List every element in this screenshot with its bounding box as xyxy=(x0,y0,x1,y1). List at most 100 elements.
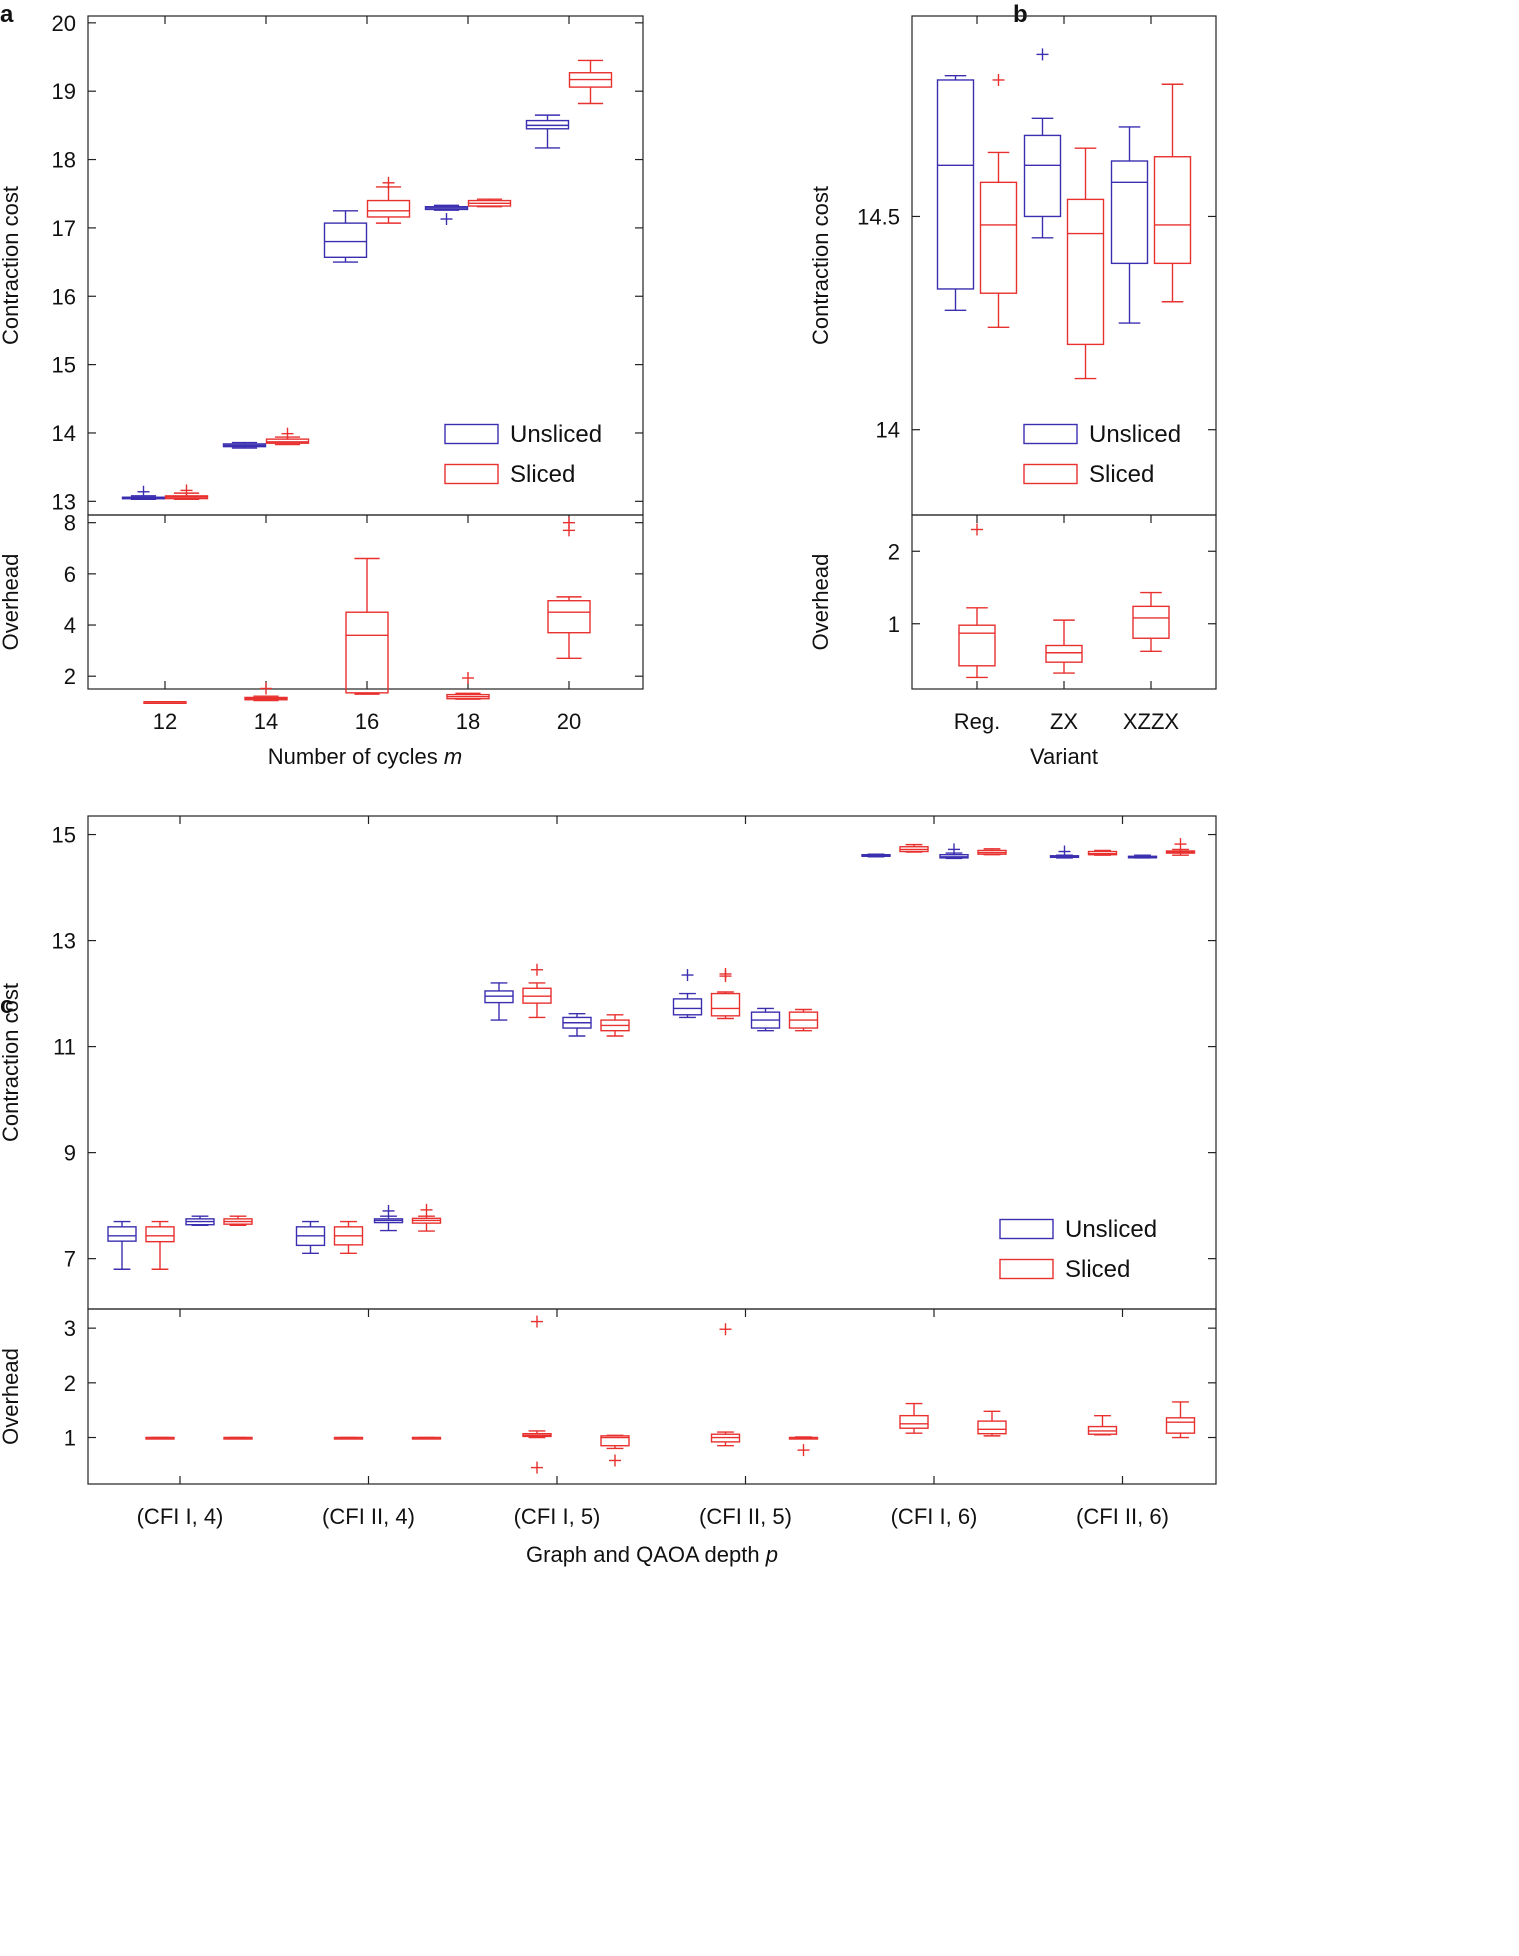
xlabel: Variant xyxy=(1030,744,1098,769)
box xyxy=(958,624,996,667)
xtick-label: 14 xyxy=(254,709,278,734)
box xyxy=(323,222,368,258)
xtick-label: (CFI I, 5) xyxy=(514,1504,601,1529)
legend-swatch-unsliced xyxy=(999,1218,1054,1240)
bottom-sliced-box xyxy=(345,557,389,695)
bottom-axes-frame xyxy=(87,514,644,690)
outlier-marker xyxy=(137,485,150,498)
legend-label-sliced: Sliced xyxy=(510,461,575,488)
top-ytick-label: 14 xyxy=(876,418,900,443)
bottom-sliced-box xyxy=(547,516,591,659)
bottom-ytick-label: 2 xyxy=(64,664,76,689)
outlier-marker xyxy=(531,1461,543,1474)
bottom-sliced-box xyxy=(788,1436,819,1457)
top-unsliced-box xyxy=(295,1220,326,1255)
top-ylabel: Contraction cost xyxy=(0,983,23,1142)
top-unsliced-box xyxy=(1049,845,1080,859)
bottom-ylabel: Overhead xyxy=(0,1348,23,1445)
top-sliced-box xyxy=(1087,849,1118,856)
panel-a-letter: a xyxy=(0,1,14,28)
xtick-label: 16 xyxy=(355,709,379,734)
top-sliced-box xyxy=(522,963,552,1019)
panel-b: b 14 14.5 Contraction cost 1 2 Overhead Reg. ZX… xyxy=(808,1,1217,769)
xtick-label: 18 xyxy=(456,709,480,734)
top-ytick-label: 11 xyxy=(53,1035,76,1060)
xtick-label: Reg. xyxy=(954,709,1000,734)
top-unsliced-box xyxy=(936,75,975,311)
top-ytick-label: 15 xyxy=(52,353,76,378)
bottom-sliced-box xyxy=(1087,1414,1118,1436)
bottom-sliced-box xyxy=(710,1323,741,1447)
top-unsliced-box xyxy=(107,1220,137,1270)
panel-c-letter: c xyxy=(0,992,13,1019)
legend-swatch-sliced xyxy=(444,463,499,485)
top-ytick-label: 15 xyxy=(52,823,76,848)
outlier-marker xyxy=(531,1315,543,1328)
top-unsliced-box xyxy=(1127,854,1158,859)
outlier-marker xyxy=(382,176,395,189)
box xyxy=(1153,156,1192,265)
top-sliced-box xyxy=(788,1008,819,1032)
outlier-marker xyxy=(971,523,983,536)
box xyxy=(710,992,741,1017)
top-unsliced-box xyxy=(121,485,166,500)
box xyxy=(547,600,591,634)
box xyxy=(107,1226,137,1242)
outlier-marker xyxy=(797,1444,810,1457)
top-unsliced-box xyxy=(484,982,514,1021)
xlabel-variable: m xyxy=(438,744,462,769)
legend: Unsliced Sliced xyxy=(999,1216,1157,1283)
top-ylabel: Contraction cost xyxy=(0,186,23,345)
bottom-ytick-label: 8 xyxy=(64,511,76,536)
panel-a: a 13 14 15 16 17 18 19 20 Contraction cost 2 4 6 8 Ov… xyxy=(0,1,644,769)
top-unsliced-box xyxy=(373,1204,404,1232)
top-ytick-label: 7 xyxy=(64,1247,76,1272)
top-sliced-box xyxy=(223,1215,253,1226)
box xyxy=(1066,198,1105,346)
top-unsliced-box xyxy=(1110,126,1149,324)
bottom-sliced-box xyxy=(411,1436,442,1440)
bottom-sliced-box xyxy=(600,1434,630,1467)
top-axes-frame xyxy=(87,815,1217,1310)
bottom-axes-frame xyxy=(87,1308,1217,1485)
panel-b-letter: b xyxy=(1013,1,1028,28)
xlabel: Graph and QAOA depth p xyxy=(526,1542,778,1567)
xtick-label: XZZX xyxy=(1123,709,1180,734)
box xyxy=(1132,605,1170,639)
bottom-sliced-box xyxy=(522,1315,552,1474)
xtick-label: ZX xyxy=(1050,709,1078,734)
outlier-marker xyxy=(440,213,453,226)
top-unsliced-box xyxy=(185,1215,215,1226)
outlier-marker xyxy=(992,73,1005,86)
top-ytick-label: 13 xyxy=(52,929,76,954)
xlabel: Number of cycles m xyxy=(268,744,462,769)
bottom-sliced-box xyxy=(446,671,490,700)
bottom-sliced-box xyxy=(1132,591,1170,652)
top-sliced-box xyxy=(333,1220,364,1255)
legend-swatch-unsliced xyxy=(1023,423,1078,445)
bottom-sliced-box xyxy=(977,1410,1007,1437)
bottom-sliced-box xyxy=(958,523,996,679)
top-sliced-box xyxy=(411,1203,442,1232)
outlier-marker xyxy=(260,682,272,695)
bottom-ytick-label: 4 xyxy=(64,613,76,638)
bottom-ylabel: Overhead xyxy=(808,554,833,651)
top-sliced-box xyxy=(568,59,613,105)
outlier-marker xyxy=(531,963,543,976)
legend-swatch-sliced xyxy=(999,1258,1054,1280)
box xyxy=(672,998,703,1016)
xtick-label: (CFI II, 5) xyxy=(699,1504,792,1529)
top-sliced-box xyxy=(467,198,512,208)
box xyxy=(1023,134,1062,218)
outlier-marker xyxy=(563,516,575,529)
bottom-ytick-label: 1 xyxy=(64,1426,76,1451)
top-unsliced-box xyxy=(939,843,969,860)
legend-swatch-unsliced xyxy=(444,423,499,445)
box xyxy=(977,1420,1007,1435)
bottom-ylabel: Overhead xyxy=(0,554,23,651)
outlier-marker xyxy=(609,1454,621,1467)
bottom-sliced-box xyxy=(333,1436,364,1440)
top-sliced-box xyxy=(979,73,1018,329)
top-sliced-box xyxy=(1153,83,1192,303)
